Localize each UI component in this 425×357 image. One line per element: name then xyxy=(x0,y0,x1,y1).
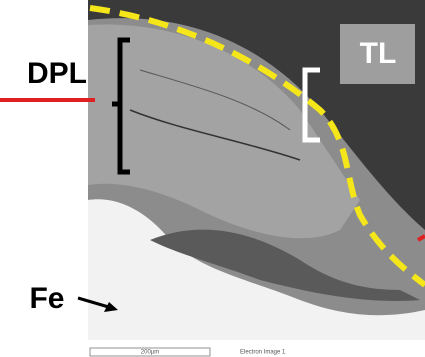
image-caption: Electron Image 1 xyxy=(240,350,286,356)
fe-label: Fe xyxy=(29,282,64,315)
figure: 200µm Electron Image 1 TL DPL Fe xyxy=(0,0,425,357)
scale-text: 200µm xyxy=(141,350,159,356)
dpl-label: DPL xyxy=(27,57,87,90)
tl-label: TL xyxy=(360,37,397,70)
